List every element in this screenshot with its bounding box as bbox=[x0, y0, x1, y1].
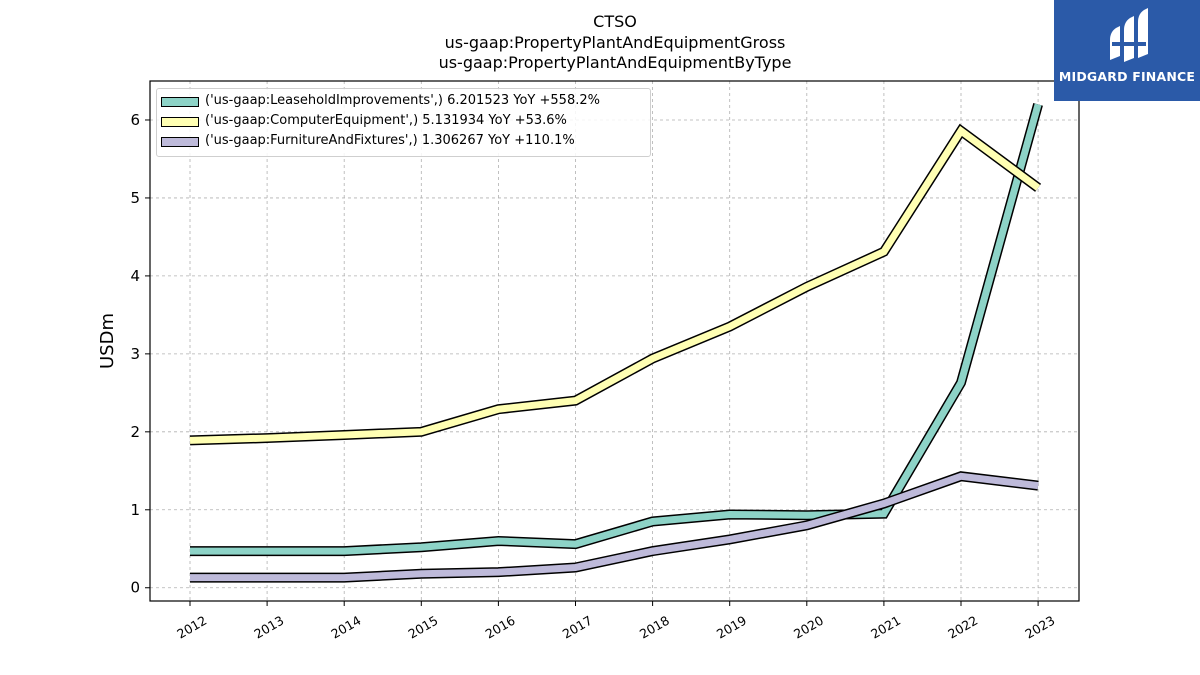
plot-frame bbox=[149, 80, 1080, 602]
midgard-finance-logo: MIDGARD FINANCE bbox=[1054, 0, 1200, 101]
series-line-1 bbox=[189, 125, 1041, 444]
axis-layer: 0 1 2 3 4 5 6 2012 2013 2014 2015 2016 2017 2018 2019 2… bbox=[97, 80, 1080, 642]
x-tick-label: 2015 bbox=[406, 613, 441, 642]
x-tick-label: 2012 bbox=[174, 613, 209, 642]
series-outline-0 bbox=[190, 103, 1043, 557]
x-tick-label: 2022 bbox=[945, 613, 980, 642]
y-tick-label: 5 bbox=[130, 189, 140, 207]
legend-swatch-computer bbox=[161, 117, 199, 127]
x-tick-label: 2013 bbox=[251, 613, 286, 642]
y-tick-label: 6 bbox=[130, 111, 140, 129]
x-tick-label: 2023 bbox=[1022, 613, 1057, 642]
x-tick-label: 2020 bbox=[791, 613, 826, 642]
y-tick-label: 2 bbox=[130, 423, 140, 441]
chart-legend: ('us-gaap:LeaseholdImprovements',) 6.201… bbox=[156, 88, 651, 157]
legend-swatch-leasehold bbox=[161, 97, 199, 107]
legend-label-furniture: ('us-gaap:FurnitureAndFixtures',) 1.3062… bbox=[205, 133, 575, 148]
y-tick-label: 0 bbox=[130, 579, 140, 597]
midgard-logo-icon bbox=[1110, 8, 1148, 62]
y-tick-label: 3 bbox=[130, 345, 140, 363]
chart-title-ticker: CTSO bbox=[593, 12, 637, 31]
series-layer bbox=[189, 103, 1043, 583]
logo-text: MIDGARD FINANCE bbox=[1058, 69, 1196, 84]
y-axis-label: USDm bbox=[97, 313, 118, 369]
x-tick-label: 2021 bbox=[868, 613, 903, 642]
series-outline-1 bbox=[189, 123, 1042, 446]
legend-label-computer: ('us-gaap:ComputerEquipment',) 5.131934 … bbox=[205, 113, 567, 128]
x-tick-label: 2018 bbox=[637, 613, 672, 642]
x-tick-label: 2017 bbox=[560, 613, 595, 642]
series-line-2 bbox=[190, 472, 1039, 582]
legend-label-leasehold: ('us-gaap:LeaseholdImprovements',) 6.201… bbox=[205, 93, 600, 108]
x-tick-label: 2016 bbox=[483, 613, 518, 642]
y-tick-label: 1 bbox=[130, 501, 140, 519]
series-line-0 bbox=[190, 103, 1042, 555]
legend-swatch-furniture bbox=[161, 137, 199, 147]
x-tick-label: 2019 bbox=[714, 613, 749, 642]
chart-title-concept: us-gaap:PropertyPlantAndEquipmentGross bbox=[444, 33, 786, 52]
grid-layer bbox=[150, 81, 1079, 601]
chart-title-subtitle: us-gaap:PropertyPlantAndEquipmentByType bbox=[438, 53, 792, 72]
x-tick-label: 2014 bbox=[328, 613, 363, 642]
y-tick-label: 4 bbox=[130, 267, 140, 285]
